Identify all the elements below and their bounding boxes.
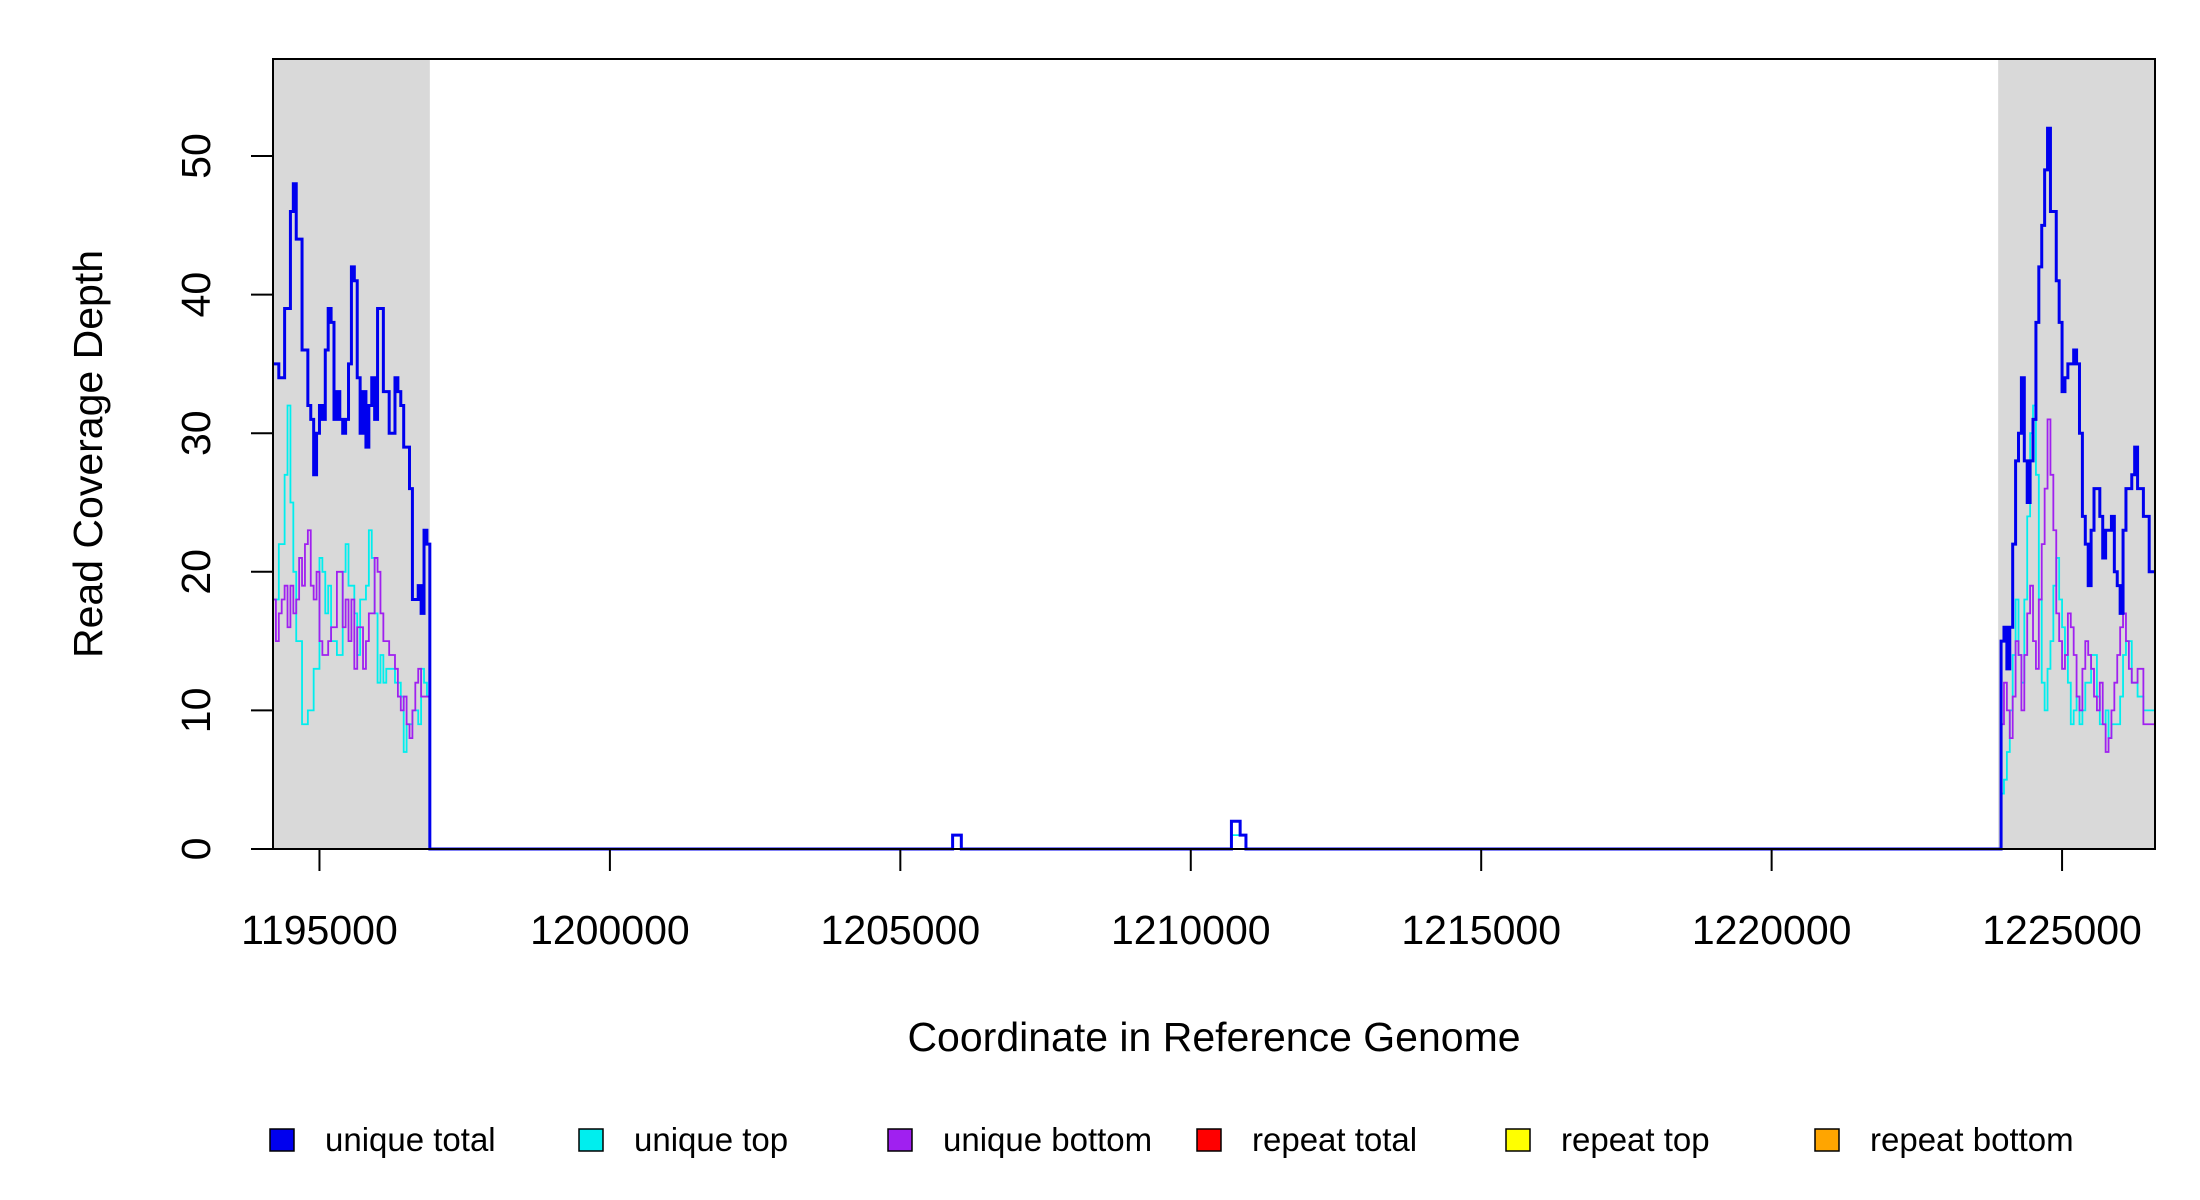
legend-swatch <box>1196 1128 1222 1152</box>
x-tick-label: 1225000 <box>1982 907 2142 953</box>
legend-swatch <box>269 1128 295 1152</box>
y-tick-label: 50 <box>173 133 219 179</box>
coverage-series <box>273 126 2155 851</box>
legend-label: repeat total <box>1252 1121 1417 1158</box>
legend-label: repeat top <box>1561 1121 1710 1158</box>
legend-label: unique top <box>634 1121 788 1158</box>
series-line-unique-bottom <box>273 418 2155 850</box>
x-tick-label: 1220000 <box>1692 907 1852 953</box>
legend-label: unique bottom <box>943 1121 1152 1158</box>
y-tick-label: 40 <box>173 272 219 318</box>
plot-frame <box>272 58 2156 850</box>
y-axis: 0 10 20 30 40 50 <box>173 133 274 861</box>
x-axis: 1195000 1200000 1205000 1210000 1215000 12200… <box>241 848 2142 953</box>
y-tick-label: 20 <box>173 549 219 595</box>
y-tick-label: 0 <box>173 838 219 861</box>
y-tick-label: 10 <box>173 688 219 734</box>
legend-swatch <box>887 1128 913 1152</box>
x-tick-label: 1200000 <box>530 907 690 953</box>
legend-swatch <box>578 1128 604 1152</box>
y-tick-label: 30 <box>173 410 219 456</box>
x-tick-label: 1210000 <box>1111 907 1271 953</box>
x-tick-label: 1205000 <box>821 907 981 953</box>
legend-label: repeat bottom <box>1870 1121 2074 1158</box>
legend-swatch <box>1505 1128 1531 1152</box>
shaded-region <box>1998 59 2155 849</box>
y-axis-label: Read Coverage Depth <box>65 250 111 658</box>
legend-swatch <box>1814 1128 1840 1152</box>
legend: unique total unique top unique bottom repea… <box>269 1121 2074 1158</box>
x-axis-label: Coordinate in Reference Genome <box>907 1014 1520 1060</box>
x-tick-label: 1195000 <box>241 907 398 953</box>
shaded-regions <box>273 59 2155 849</box>
legend-label: unique total <box>325 1121 496 1158</box>
x-tick-label: 1215000 <box>1401 907 1561 953</box>
series-line-unique-top <box>273 404 2155 850</box>
series-line-unique-total <box>273 126 2155 851</box>
